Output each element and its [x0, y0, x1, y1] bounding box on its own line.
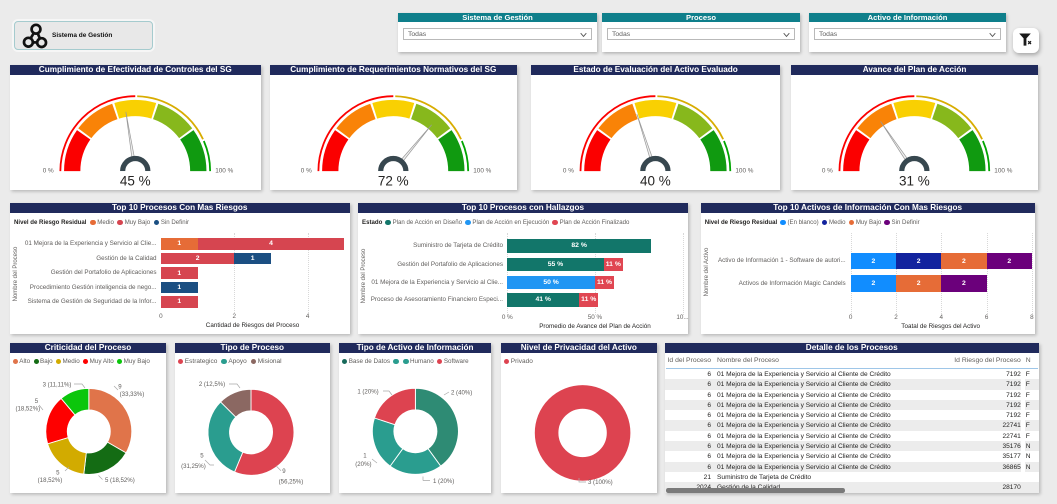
svg-text:0 %: 0 % — [301, 167, 312, 174]
svg-text:(18,52%): (18,52%) — [38, 476, 63, 483]
svg-text:9: 9 — [118, 383, 122, 390]
svg-text:5: 5 — [35, 398, 39, 405]
svg-text:1 (20%): 1 (20%) — [433, 477, 454, 484]
svg-text:2 (12,5%): 2 (12,5%) — [199, 381, 225, 388]
svg-text:100 %: 100 % — [215, 167, 233, 174]
svg-text:3 (11,11%): 3 (11,11%) — [43, 381, 72, 388]
svg-text:(18,52%): (18,52%) — [15, 405, 40, 412]
svg-text:2 (40%): 2 (40%) — [451, 389, 472, 396]
svg-text:5 (18,52%): 5 (18,52%) — [105, 476, 135, 483]
svg-text:(56,25%): (56,25%) — [278, 478, 303, 485]
svg-text:5: 5 — [200, 452, 204, 459]
svg-text:100 %: 100 % — [736, 167, 754, 174]
svg-text:(31,25%): (31,25%) — [181, 463, 206, 470]
svg-text:40 %: 40 % — [640, 173, 671, 188]
svg-text:0 %: 0 % — [43, 167, 54, 174]
svg-text:1: 1 — [363, 452, 367, 459]
svg-text:9: 9 — [282, 468, 286, 475]
svg-text:(33,33%): (33,33%) — [120, 390, 145, 397]
svg-text:5: 5 — [56, 469, 60, 476]
svg-text:72 %: 72 % — [378, 173, 409, 188]
svg-text:1 (20%): 1 (20%) — [357, 388, 378, 395]
svg-text:100 %: 100 % — [994, 167, 1012, 174]
svg-text:(20%): (20%) — [355, 460, 371, 467]
svg-text:0 %: 0 % — [563, 167, 574, 174]
svg-text:45 %: 45 % — [120, 173, 151, 188]
svg-text:3 (100%): 3 (100%) — [588, 479, 613, 486]
svg-text:31 %: 31 % — [899, 173, 930, 188]
svg-text:100 %: 100 % — [473, 167, 491, 174]
svg-text:0 %: 0 % — [822, 167, 833, 174]
